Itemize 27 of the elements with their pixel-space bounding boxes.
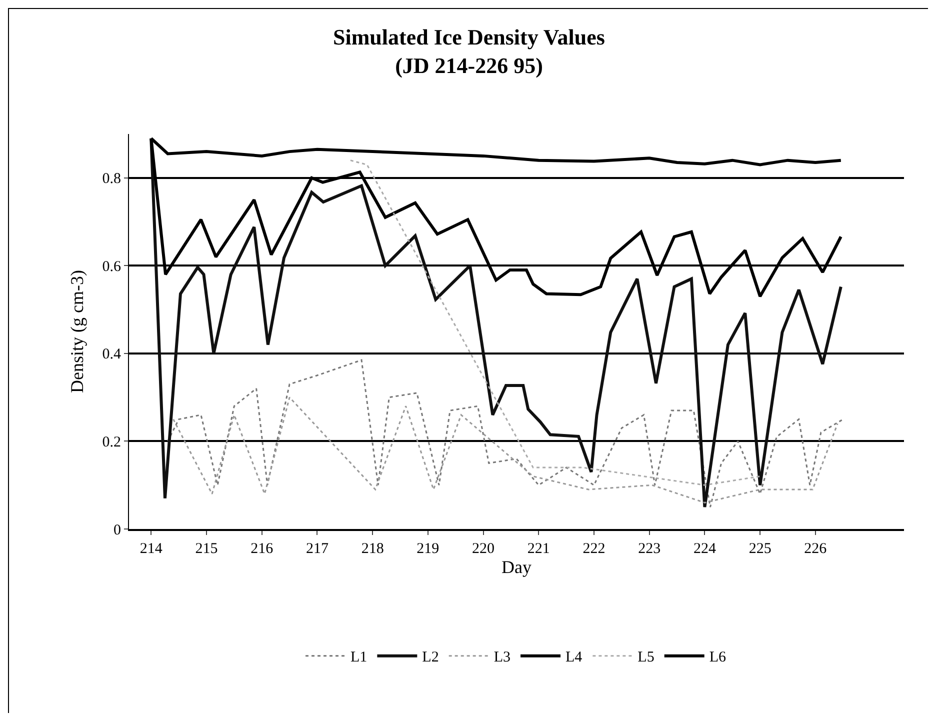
- x-tick-label: 220: [472, 541, 495, 557]
- x-tick-label: 215: [195, 541, 218, 557]
- x-axis-title: Day: [502, 557, 532, 577]
- chart-title: Simulated Ice Density Values (JD 214-226 95): [333, 24, 606, 78]
- y-tick-label: 0.2: [102, 434, 121, 450]
- legend-label: L3: [494, 650, 511, 666]
- x-tick-label: 223: [638, 541, 661, 557]
- x-tick-label: 218: [361, 541, 384, 557]
- y-tick-label: 0.4: [102, 346, 122, 363]
- x-tick-label: 225: [748, 541, 772, 557]
- y-tick-label: 0.8: [102, 171, 121, 188]
- legend-label: L5: [638, 650, 654, 666]
- x-tick-label: 221: [527, 541, 550, 557]
- x-tick-label: 219: [416, 541, 440, 557]
- x-tick-label: 224: [693, 541, 716, 557]
- x-tick-label: 226: [804, 541, 828, 557]
- x-tick-label: 217: [306, 541, 329, 557]
- x-tick-label: 214: [140, 541, 163, 557]
- x-tick-label: 216: [250, 541, 274, 557]
- y-tick-label: 0: [114, 522, 121, 538]
- legend-label: L2: [422, 650, 439, 666]
- y-axis-title: Density (g cm-3): [67, 270, 87, 393]
- x-tick-label: 222: [582, 541, 606, 557]
- legend-label: L6: [709, 650, 727, 666]
- legend-label: L4: [566, 650, 583, 666]
- y-tick-label: 0.6: [102, 258, 122, 275]
- legend-label: L1: [350, 650, 368, 666]
